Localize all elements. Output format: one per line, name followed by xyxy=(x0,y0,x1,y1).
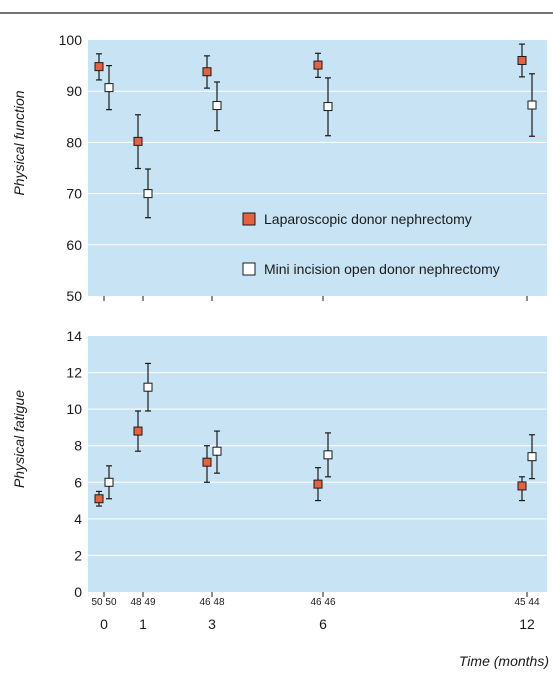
data-point-laparoscopic xyxy=(517,55,527,65)
sample-size-label: 45 44 xyxy=(514,597,539,608)
physical-fatigue-plot-area xyxy=(88,336,547,592)
data-point-open xyxy=(323,102,333,112)
data-point-open xyxy=(527,452,537,462)
legend: Laparoscopic donor nephrectomy Mini inci… xyxy=(242,211,500,277)
y-tick-label: 0 xyxy=(74,584,82,600)
physical-function-marks xyxy=(94,43,537,219)
physical-function-y-axis-label: Physical function xyxy=(11,90,27,195)
data-point-laparoscopic xyxy=(202,67,212,77)
y-tick-label: 4 xyxy=(74,511,82,527)
data-point-open xyxy=(527,100,537,110)
data-point-open xyxy=(143,189,153,199)
data-point-open xyxy=(104,477,114,487)
x-axis-title: Time (months) xyxy=(459,653,549,669)
x-tick-label: 6 xyxy=(319,616,327,632)
x-tick-label: 0 xyxy=(100,616,108,632)
data-point-laparoscopic xyxy=(517,481,527,491)
physical-function-plot-area xyxy=(88,40,547,296)
data-point-open xyxy=(143,382,153,392)
data-point-laparoscopic xyxy=(94,494,104,504)
y-tick-label: 60 xyxy=(66,237,82,253)
data-point-open xyxy=(323,450,333,460)
sample-size-label: 50 50 xyxy=(91,597,116,608)
data-point-laparoscopic xyxy=(133,426,143,436)
physical-fatigue-y-axis-label: Physical fatigue xyxy=(11,390,27,488)
sample-size-label: 46 46 xyxy=(310,597,335,608)
x-tick-label: 1 xyxy=(139,616,147,632)
sample-size-label: 46 48 xyxy=(199,597,224,608)
y-tick-label: 80 xyxy=(66,134,82,150)
data-point-laparoscopic xyxy=(313,60,323,70)
physical-fatigue-x-tick-marks xyxy=(103,592,528,597)
y-tick-label: 50 xyxy=(66,288,82,304)
x-tick-label: 3 xyxy=(208,616,216,632)
sample-size-label: 48 49 xyxy=(130,597,155,608)
data-point-laparoscopic xyxy=(94,62,104,72)
legend-swatch-open xyxy=(242,262,256,276)
y-tick-label: 14 xyxy=(66,328,82,344)
physical-fatigue-panel: 0 2 4 6 8 10 12 14 Physical fatigue xyxy=(11,328,547,600)
x-tick-label: 12 xyxy=(519,616,535,632)
legend-swatch-laparoscopic xyxy=(242,212,256,226)
legend-label-open: Mini incision open donor nephrectomy xyxy=(264,261,500,277)
data-point-laparoscopic xyxy=(133,136,143,146)
y-tick-label: 100 xyxy=(59,32,83,48)
physical-function-panel: 50 60 70 80 90 100 Physical function Laparosc… xyxy=(11,32,547,304)
y-tick-label: 90 xyxy=(66,83,82,99)
data-point-laparoscopic xyxy=(202,457,212,467)
physical-fatigue-gridlines xyxy=(88,372,547,556)
physical-fatigue-y-ticks: 0 2 4 6 8 10 12 14 xyxy=(66,328,82,600)
x-axis-labels: 50 50 0 48 49 1 46 48 3 46 46 6 45 44 12 xyxy=(91,597,539,632)
data-point-open xyxy=(212,446,222,456)
data-point-open xyxy=(104,83,114,93)
y-tick-label: 6 xyxy=(74,474,82,490)
y-tick-label: 8 xyxy=(74,438,82,454)
y-tick-label: 70 xyxy=(66,186,82,202)
physical-function-gridlines xyxy=(88,90,547,246)
y-tick-label: 2 xyxy=(74,547,82,563)
physical-function-y-ticks: 50 60 70 80 90 100 xyxy=(59,32,83,304)
data-point-laparoscopic xyxy=(313,479,323,489)
y-tick-label: 10 xyxy=(66,401,82,417)
physical-fatigue-marks xyxy=(94,362,537,507)
physical-function-x-tick-marks xyxy=(103,296,528,301)
data-point-open xyxy=(212,101,222,111)
y-tick-label: 12 xyxy=(66,365,82,381)
legend-label-laparoscopic: Laparoscopic donor nephrectomy xyxy=(264,211,472,227)
